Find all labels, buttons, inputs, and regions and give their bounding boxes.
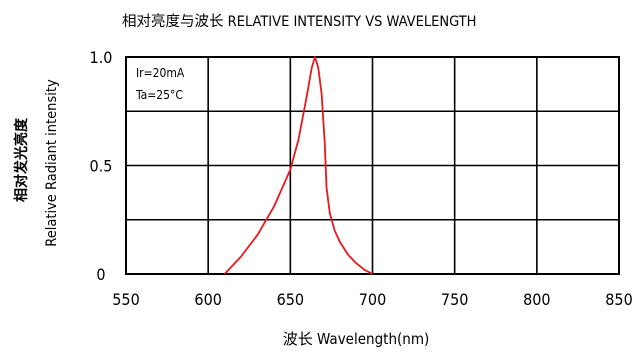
y-tick-label: 0	[96, 265, 105, 284]
x-tick-label: 600	[194, 290, 221, 309]
x-axis-label: 波长 Wavelength(nm)	[283, 330, 430, 348]
series-line	[223, 56, 373, 275]
x-tick-label: 850	[605, 290, 632, 309]
series-group	[223, 56, 373, 275]
chart-title: 相对亮度与波长 RELATIVE INTENSITY VS WAVELENGTH	[122, 13, 476, 30]
x-tick-labels: 550 600 650 700 750 800 850	[112, 290, 632, 309]
annotation-current: Ir=20mA	[136, 66, 185, 80]
x-tick-label: 650	[277, 290, 304, 309]
x-tick-label: 750	[441, 290, 468, 309]
grid-lines	[126, 57, 619, 274]
x-tick-label: 800	[523, 290, 550, 309]
annotation-temperature: Ta=25°C	[135, 88, 183, 102]
x-tick-label: 550	[112, 290, 139, 309]
y-tick-label: 0.5	[90, 157, 113, 176]
y-tick-label: 1.0	[90, 48, 113, 67]
y-axis-label-zh: 相对发光亮度	[13, 117, 30, 202]
y-tick-labels: 1.0 0.5 0	[90, 48, 113, 284]
x-tick-label: 700	[359, 290, 386, 309]
y-axis-label-en: Relative Radiant intensity	[44, 79, 60, 247]
